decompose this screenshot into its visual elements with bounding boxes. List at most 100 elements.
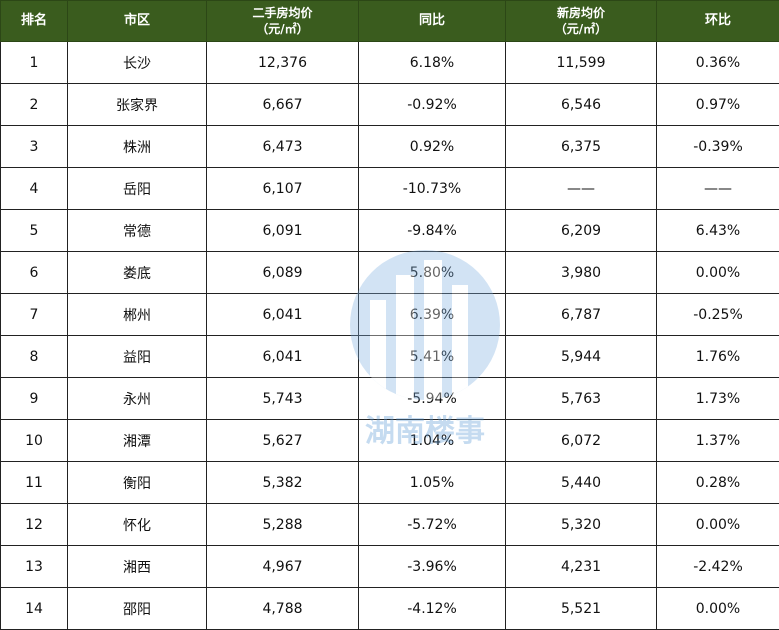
cell-city: 邵阳 — [68, 588, 207, 630]
cell-yoy: -3.96% — [359, 546, 506, 588]
cell-second-hand-price: 5,288 — [207, 504, 359, 546]
cell-city: 岳阳 — [68, 168, 207, 210]
cell-mom: 0.00% — [657, 252, 779, 294]
cell-second-hand-price: 5,627 — [207, 420, 359, 462]
cell-rank: 7 — [1, 294, 68, 336]
cell-new-price: 6,787 — [506, 294, 657, 336]
cell-city: 益阳 — [68, 336, 207, 378]
cell-second-hand-price: 12,376 — [207, 42, 359, 84]
cell-city: 湘西 — [68, 546, 207, 588]
cell-second-hand-price: 4,788 — [207, 588, 359, 630]
cell-second-hand-price: 6,107 — [207, 168, 359, 210]
cell-yoy: -10.73% — [359, 168, 506, 210]
cell-city: 郴州 — [68, 294, 207, 336]
header-city: 市区 — [68, 1, 207, 42]
cell-rank: 1 — [1, 42, 68, 84]
cell-rank: 12 — [1, 504, 68, 546]
cell-mom: —— — [657, 168, 779, 210]
cell-rank: 9 — [1, 378, 68, 420]
cell-new-price: 3,980 — [506, 252, 657, 294]
cell-city: 株洲 — [68, 126, 207, 168]
cell-yoy: -0.92% — [359, 84, 506, 126]
cell-city: 常德 — [68, 210, 207, 252]
cell-new-price: 6,209 — [506, 210, 657, 252]
cell-yoy: 1.05% — [359, 462, 506, 504]
cell-new-price: —— — [506, 168, 657, 210]
cell-mom: 6.43% — [657, 210, 779, 252]
cell-rank: 13 — [1, 546, 68, 588]
cell-rank: 2 — [1, 84, 68, 126]
cell-second-hand-price: 6,041 — [207, 294, 359, 336]
header-row: 排名 市区 二手房均价 （元/㎡） 同比 新房均价 （元/㎡） 环比 — [1, 1, 779, 42]
header-new-label: 新房均价 — [506, 5, 656, 21]
cell-new-price: 5,763 — [506, 378, 657, 420]
cell-city: 永州 — [68, 378, 207, 420]
cell-second-hand-price: 4,967 — [207, 546, 359, 588]
cell-rank: 6 — [1, 252, 68, 294]
cell-city: 湘潭 — [68, 420, 207, 462]
cell-mom: -0.25% — [657, 294, 779, 336]
header-rank: 排名 — [1, 1, 68, 42]
cell-new-price: 5,440 — [506, 462, 657, 504]
header-new-unit: （元/㎡） — [506, 21, 656, 37]
cell-new-price: 11,599 — [506, 42, 657, 84]
cell-yoy: 5.41% — [359, 336, 506, 378]
cell-second-hand-price: 5,743 — [207, 378, 359, 420]
cell-yoy: 6.39% — [359, 294, 506, 336]
cell-yoy: 6.18% — [359, 42, 506, 84]
header-new-price: 新房均价 （元/㎡） — [506, 1, 657, 42]
cell-rank: 11 — [1, 462, 68, 504]
cell-rank: 14 — [1, 588, 68, 630]
header-mom: 环比 — [657, 1, 779, 42]
cell-rank: 4 — [1, 168, 68, 210]
cell-new-price: 4,231 — [506, 546, 657, 588]
cell-new-price: 6,375 — [506, 126, 657, 168]
cell-mom: 1.37% — [657, 420, 779, 462]
cell-city: 娄底 — [68, 252, 207, 294]
cell-mom: 0.97% — [657, 84, 779, 126]
cell-mom: 1.73% — [657, 378, 779, 420]
cell-new-price: 6,072 — [506, 420, 657, 462]
cell-mom: 0.00% — [657, 504, 779, 546]
cell-city: 怀化 — [68, 504, 207, 546]
cell-yoy: -5.72% — [359, 504, 506, 546]
cell-yoy: -4.12% — [359, 588, 506, 630]
cell-second-hand-price: 6,089 — [207, 252, 359, 294]
header-yoy: 同比 — [359, 1, 506, 42]
cell-yoy: -5.94% — [359, 378, 506, 420]
header-second-hand-unit: （元/㎡） — [207, 21, 358, 37]
cell-second-hand-price: 5,382 — [207, 462, 359, 504]
cell-new-price: 5,320 — [506, 504, 657, 546]
header-second-hand-price: 二手房均价 （元/㎡） — [207, 1, 359, 42]
cell-city: 衡阳 — [68, 462, 207, 504]
cell-new-price: 5,944 — [506, 336, 657, 378]
cell-mom: 1.76% — [657, 336, 779, 378]
cell-rank: 5 — [1, 210, 68, 252]
cell-city: 长沙 — [68, 42, 207, 84]
cell-new-price: 5,521 — [506, 588, 657, 630]
cell-second-hand-price: 6,473 — [207, 126, 359, 168]
header-second-hand-label: 二手房均价 — [207, 5, 358, 21]
cell-mom: -0.39% — [657, 126, 779, 168]
cell-rank: 3 — [1, 126, 68, 168]
cell-yoy: 5.80% — [359, 252, 506, 294]
cell-new-price: 6,546 — [506, 84, 657, 126]
cell-second-hand-price: 6,091 — [207, 210, 359, 252]
cell-mom: -2.42% — [657, 546, 779, 588]
cell-mom: 0.28% — [657, 462, 779, 504]
cell-yoy: -9.84% — [359, 210, 506, 252]
